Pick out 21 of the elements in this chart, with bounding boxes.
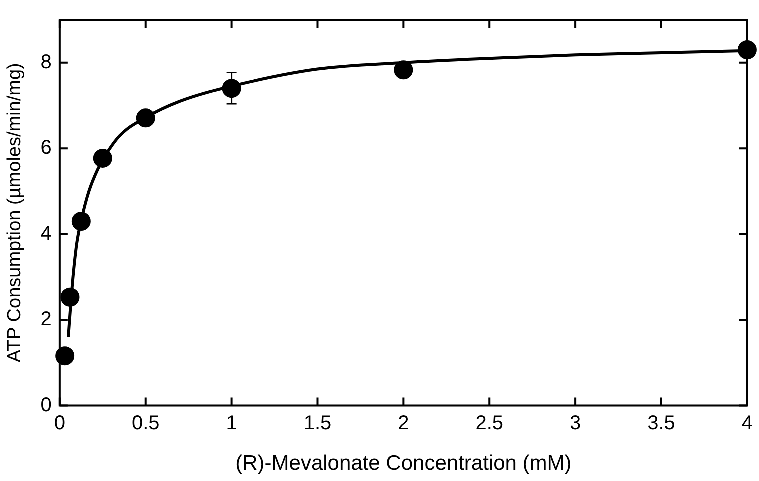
point <box>394 60 414 80</box>
point <box>136 108 156 128</box>
x-tick-label: 4 <box>742 412 753 434</box>
x-tick-label: 2.5 <box>476 412 504 434</box>
y-tick-label: 4 <box>40 222 52 245</box>
y-tick-label: 8 <box>40 51 52 74</box>
x-tick-label: 3.5 <box>648 412 676 434</box>
point <box>72 212 91 231</box>
point <box>222 79 242 98</box>
point <box>60 288 80 307</box>
x-axis-title: (R)-Mevalonate Concentration (mM) <box>236 452 572 476</box>
x-tick-label: 1.5 <box>304 412 332 434</box>
y-tick-label: 2 <box>40 308 52 331</box>
y-tick-label: 0 <box>40 394 52 416</box>
x-tick-label: 1 <box>226 412 238 434</box>
x-tick-label: 2 <box>398 412 410 434</box>
point <box>93 148 112 168</box>
y-tick-label: 6 <box>40 137 52 160</box>
y-axis-title: ATP Consumption (µmoles/min/mg) <box>4 63 26 363</box>
x-tick-label: 3 <box>570 412 582 434</box>
x-tick-label: 0.5 <box>132 412 160 434</box>
